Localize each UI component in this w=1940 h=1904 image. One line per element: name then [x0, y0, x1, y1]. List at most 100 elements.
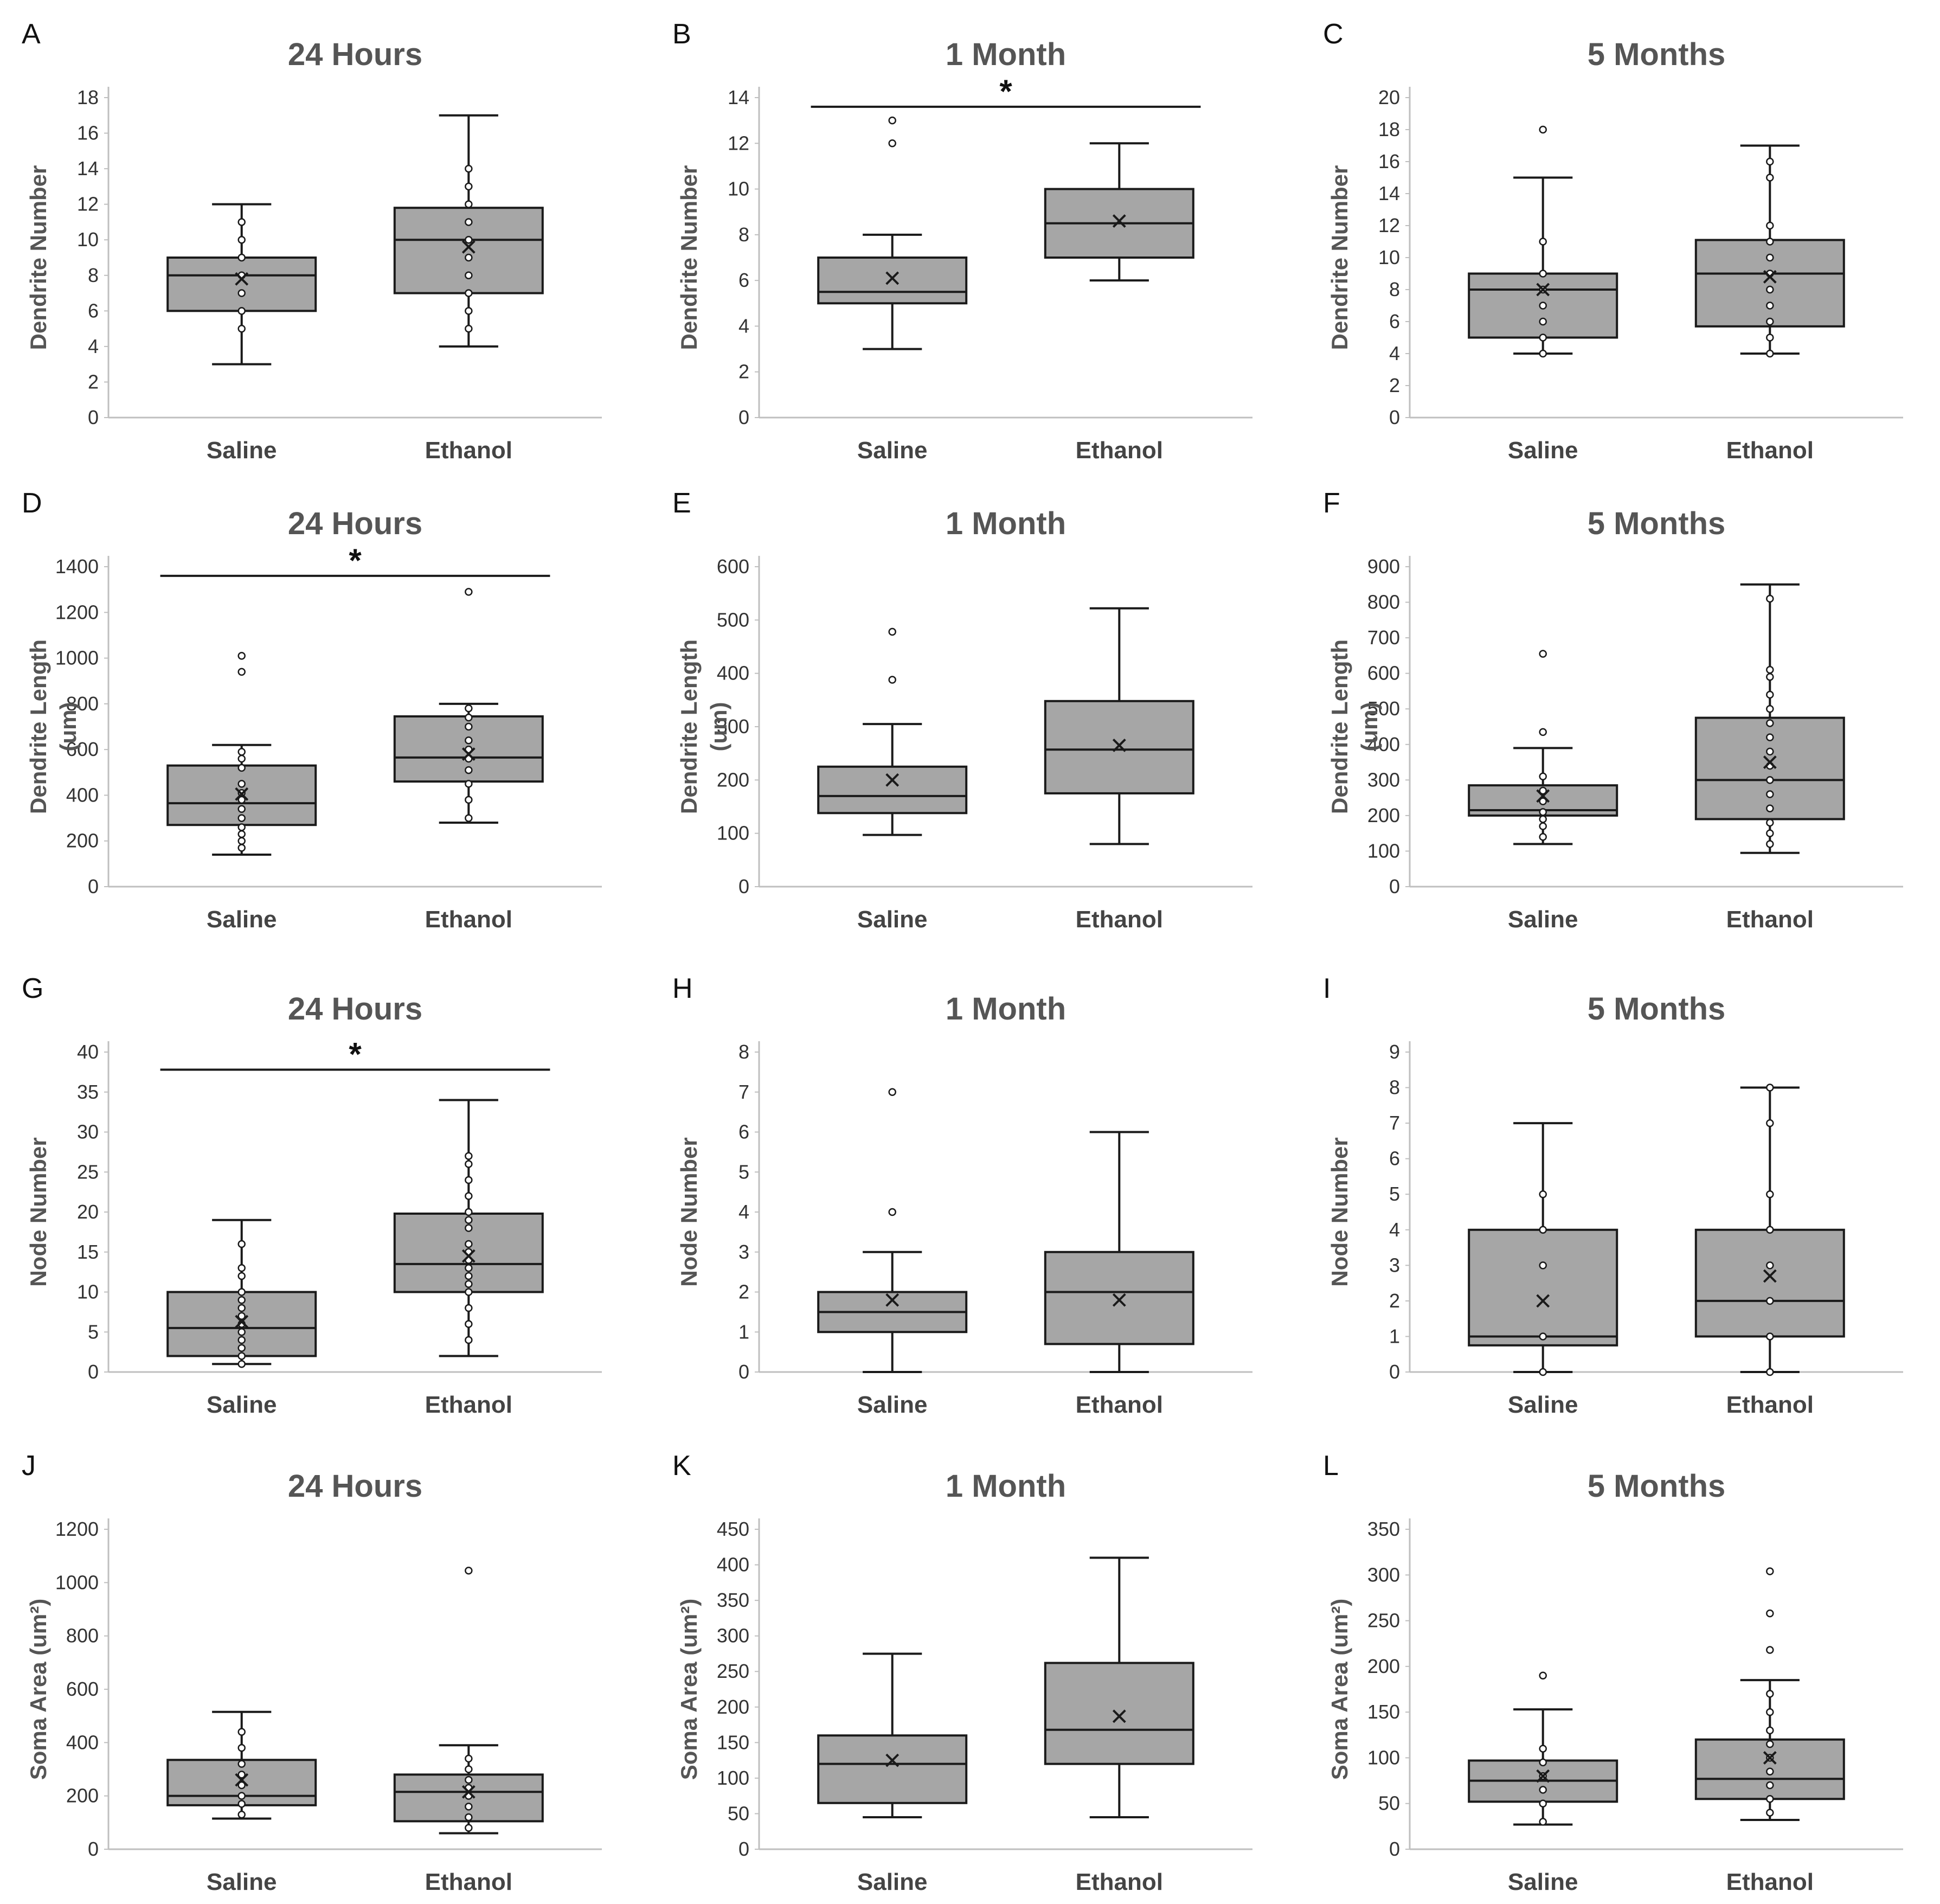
- panel-letter: A: [22, 18, 41, 50]
- outlier-point: [888, 139, 896, 148]
- panel-c: C 5 Months 0 2 4 6 8 10 12 14 16 18 20 Dendrite Numbe…: [1323, 18, 1903, 464]
- data-point: [1766, 790, 1774, 798]
- data-point: [237, 1296, 246, 1304]
- y-tick-label: 100: [717, 822, 749, 844]
- data-point: [1539, 238, 1547, 246]
- significance-star: *: [999, 73, 1012, 110]
- box-saline: [166, 652, 317, 856]
- mean-marker: [235, 1773, 249, 1787]
- data-point: [237, 1288, 246, 1296]
- data-point: [465, 253, 473, 262]
- y-tick-label: 2: [88, 370, 99, 393]
- y-tick-label: 35: [77, 1081, 99, 1103]
- data-point: [1766, 733, 1774, 741]
- y-tick-label: 12: [1378, 214, 1400, 236]
- data-point: [237, 1352, 246, 1360]
- box-ethanol: [1044, 607, 1194, 845]
- outlier-point: [237, 652, 246, 660]
- data-point: [1539, 1818, 1547, 1826]
- y-tick-label: 10: [77, 228, 99, 251]
- data-point: [465, 1240, 473, 1248]
- x-category-label-saline: Saline: [857, 1869, 928, 1895]
- y-tick-label: 100: [1367, 839, 1400, 862]
- y-tick-label: 5: [738, 1161, 749, 1183]
- data-point: [1766, 253, 1774, 262]
- y-tick-label: 5: [88, 1320, 99, 1343]
- panel-letter: J: [22, 1450, 36, 1482]
- y-tick-label: 300: [717, 715, 749, 738]
- data-point: [1766, 238, 1774, 246]
- outlier-point: [465, 1566, 473, 1575]
- box-saline: [1468, 1671, 1618, 1826]
- y-tick-label: 600: [1367, 662, 1400, 684]
- y-tick-label: 100: [1367, 1746, 1400, 1768]
- data-point: [1766, 776, 1774, 784]
- data-point: [1766, 594, 1774, 603]
- mean-marker: [1112, 214, 1126, 228]
- data-point: [1766, 1190, 1774, 1198]
- mean-marker: [1536, 1769, 1550, 1783]
- data-point: [237, 844, 246, 852]
- outlier-point: [888, 1208, 896, 1216]
- y-tick-label: 4: [1389, 342, 1400, 364]
- data-point: [1766, 704, 1774, 713]
- y-tick-label: 2: [738, 361, 749, 383]
- data-point: [1539, 808, 1547, 816]
- data-point: [237, 218, 246, 226]
- mean-marker: [461, 1249, 476, 1263]
- data-point: [1539, 1190, 1547, 1198]
- data-point: [1766, 157, 1774, 166]
- panel-letter: C: [1323, 18, 1344, 50]
- data-point: [237, 764, 246, 772]
- data-point: [1539, 1261, 1547, 1270]
- y-tick-label: 300: [717, 1625, 749, 1647]
- y-tick-label: 4: [88, 335, 99, 357]
- data-point: [1766, 334, 1774, 342]
- panel-title: 5 Months: [1588, 1469, 1726, 1504]
- panel-k: K 1 Month 0 50 100 150 200 250 300 350 400 450 Soma …: [672, 1450, 1252, 1895]
- y-axis-label: Node Number: [25, 1137, 51, 1286]
- data-point: [1766, 1368, 1774, 1376]
- data-point: [237, 1344, 246, 1352]
- panel-letter: E: [672, 488, 691, 519]
- data-point: [465, 235, 473, 244]
- mean-marker: [461, 240, 476, 254]
- mean-marker: [1112, 739, 1126, 752]
- data-point: [237, 1360, 246, 1368]
- y-tick-label: 50: [728, 1802, 749, 1824]
- y-tick-label: 400: [66, 1731, 99, 1753]
- mean-marker: [1763, 1269, 1777, 1283]
- panel-title: 24 Hours: [288, 37, 422, 72]
- box-saline: [166, 1710, 317, 1820]
- data-point: [465, 164, 473, 173]
- data-point: [237, 1810, 246, 1819]
- x-category-label-ethanol: Ethanol: [1726, 1392, 1814, 1418]
- data-point: [1766, 840, 1774, 848]
- y-axis-label-unit: (um): [1357, 702, 1382, 752]
- y-tick-label: 50: [1378, 1792, 1400, 1815]
- x-category-label-ethanol: Ethanol: [1076, 906, 1163, 933]
- data-point: [465, 1192, 473, 1200]
- x-category-label-saline: Saline: [207, 906, 277, 933]
- x-category-label-ethanol: Ethanol: [425, 1869, 512, 1895]
- x-category-label-ethanol: Ethanol: [425, 1392, 512, 1418]
- data-point: [465, 1813, 473, 1822]
- y-tick-label: 400: [66, 784, 99, 806]
- data-point: [465, 722, 473, 731]
- y-tick-label: 0: [738, 1361, 749, 1383]
- data-point: [237, 1792, 246, 1800]
- panel-title: 24 Hours: [288, 991, 422, 1027]
- y-tick-label: 10: [1378, 246, 1400, 268]
- data-point: [465, 218, 473, 226]
- panel-title: 1 Month: [946, 37, 1066, 72]
- mean-marker: [1112, 1293, 1126, 1307]
- x-category-label-ethanol: Ethanol: [1726, 906, 1814, 933]
- y-axis-label: Dendrite Number: [676, 165, 702, 350]
- data-point: [237, 1760, 246, 1768]
- data-point: [465, 271, 473, 280]
- mean-marker: [1763, 270, 1777, 284]
- y-tick-label: 0: [1389, 1361, 1400, 1383]
- mean-marker: [1763, 755, 1777, 769]
- data-point: [1539, 270, 1547, 278]
- y-tick-label: 8: [1389, 1076, 1400, 1099]
